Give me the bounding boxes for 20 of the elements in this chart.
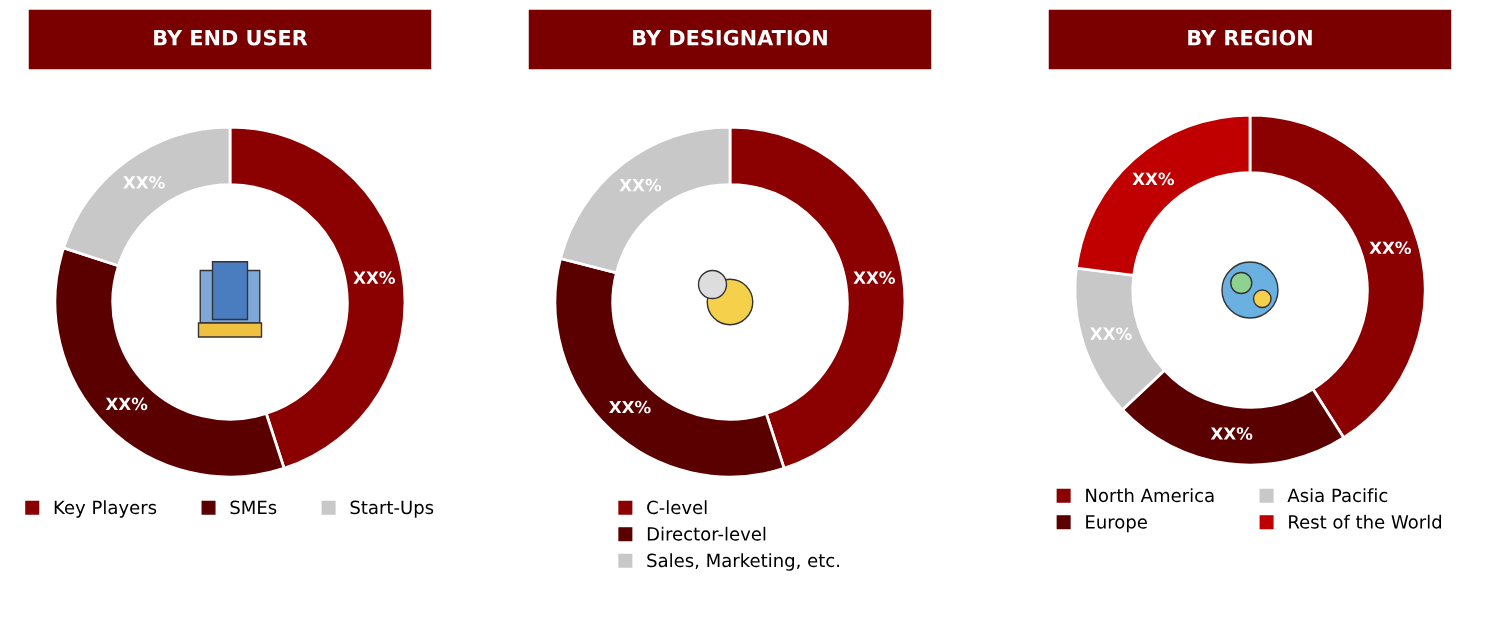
- chart-title: BY DESIGNATION: [633, 29, 827, 46]
- data-label: XX%: [1210, 427, 1253, 440]
- data-label: XX%: [1132, 172, 1175, 186]
- legend-label: North America: [1086, 488, 1214, 503]
- chart-title: BY END USER: [154, 29, 308, 46]
- legend-label: SMEs: [230, 500, 277, 515]
- legend-label: Director-level: [647, 526, 766, 541]
- data-label: XX%: [353, 271, 395, 284]
- data-label: XX%: [105, 397, 148, 411]
- legend-label: Key Players: [54, 500, 157, 518]
- legend-label: Start-Ups: [350, 500, 434, 518]
- legend-label: Sales, Marketing, etc.: [647, 553, 840, 571]
- data-label: XX%: [1369, 241, 1411, 255]
- legend-label: Asia Pacific: [1287, 488, 1388, 503]
- legend-label: Rest of the World: [1289, 514, 1442, 529]
- legend-label: C-level: [647, 500, 707, 515]
- legend-label: Europe: [1086, 515, 1147, 533]
- chart-title: BY REGION: [1188, 29, 1312, 46]
- data-label: XX%: [609, 400, 651, 414]
- data-label: XX%: [853, 271, 895, 284]
